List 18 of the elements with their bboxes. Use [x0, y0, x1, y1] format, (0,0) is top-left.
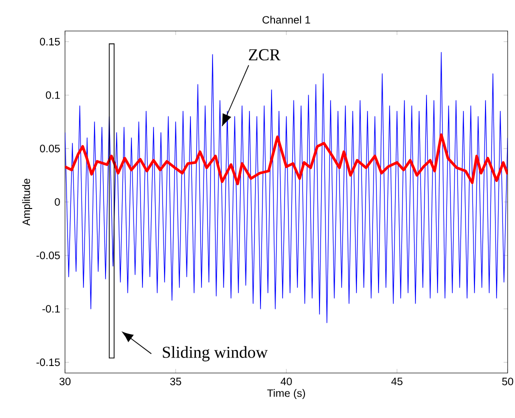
y-tick-label: -0.15: [36, 358, 60, 366]
line-series: [65, 133, 508, 186]
chart-title: Channel 1: [262, 16, 310, 24]
x-axis-title: Time (s): [267, 389, 306, 400]
x-tick-label: 45: [391, 378, 402, 386]
y-tick-label: 0.1: [46, 91, 60, 99]
y-tick-label: -0.1: [42, 305, 60, 313]
annotation: Sliding window: [162, 346, 268, 362]
y-tick-label: 0.05: [40, 144, 60, 152]
y-tick-label: 0.15: [40, 38, 60, 46]
annotation: ZCR: [248, 49, 280, 60]
y-axis-title: Amplitude: [22, 178, 32, 226]
x-tick-label: 35: [170, 378, 182, 386]
x-tick-label: 30: [59, 378, 71, 386]
x-tick-label: 40: [280, 378, 292, 386]
y-tick-label: -0.05: [36, 252, 60, 260]
x-tick-label: 50: [502, 378, 514, 386]
y-tick-label: 0: [54, 198, 60, 206]
